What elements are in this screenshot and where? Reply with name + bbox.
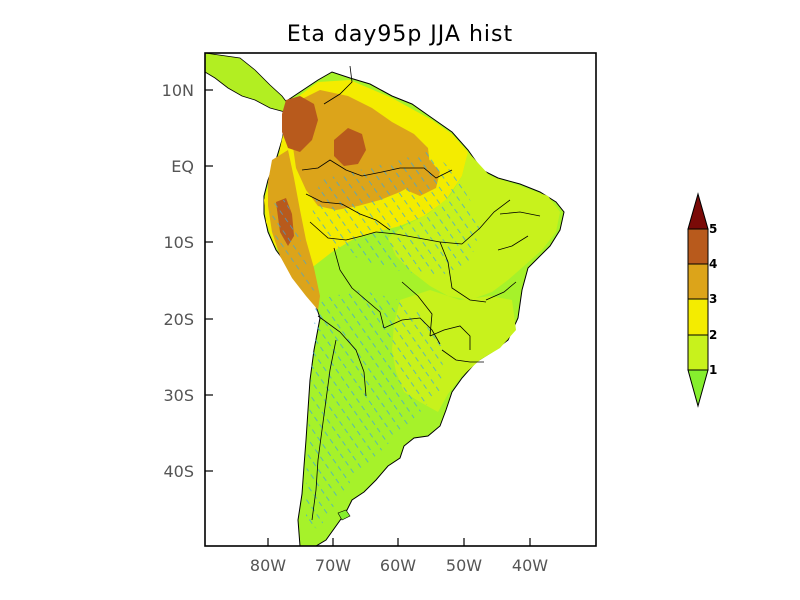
hatch-amazon — [312, 150, 480, 276]
hatch-south — [306, 290, 444, 530]
lon-tick-50w: 50W — [446, 556, 482, 575]
colorbar-tick-1: 1 — [709, 363, 717, 377]
map-frame — [204, 52, 597, 547]
band-4-5-venezuela — [334, 128, 366, 166]
colorbar-lower-arrow — [687, 369, 709, 408]
colorbar-segment-4-5 — [687, 228, 709, 265]
lon-tick-60w: 60W — [380, 556, 416, 575]
colorbar-tick-2: 2 — [709, 328, 717, 342]
lat-tick-30s: 30S — [163, 386, 194, 405]
colorbar — [687, 192, 709, 408]
lat-tick-eq: EQ — [171, 157, 194, 176]
lon-tick-70w: 70W — [315, 556, 351, 575]
lat-tick-20s: 20S — [163, 310, 194, 329]
lon-tick-80w: 80W — [250, 556, 286, 575]
map-area — [205, 53, 596, 546]
map-title: Eta day95p JJA hist — [287, 22, 513, 47]
colorbar-segment-1-2 — [687, 334, 709, 371]
lon-tick-40w: 40W — [512, 556, 548, 575]
lat-tick-40s: 40S — [163, 462, 194, 481]
hatch-andes — [270, 200, 316, 292]
country-borders — [301, 65, 541, 521]
central-america-landmass — [205, 53, 289, 113]
longitude-axis — [267, 538, 531, 546]
latitude-axis — [205, 89, 213, 472]
band-4-5-colombia — [282, 96, 318, 152]
falklands — [337, 509, 351, 521]
lat-tick-10n: 10N — [162, 81, 194, 100]
lat-tick-10s: 10S — [163, 233, 194, 252]
colorbar-segment-3-4 — [687, 263, 709, 300]
colorbar-upper-arrow — [687, 192, 709, 230]
colorbar-tick-4: 4 — [709, 257, 717, 271]
colorbar-tick-5: 5 — [709, 222, 717, 236]
colorbar-segment-2-3 — [687, 298, 709, 336]
colorbar-tick-3: 3 — [709, 292, 717, 306]
